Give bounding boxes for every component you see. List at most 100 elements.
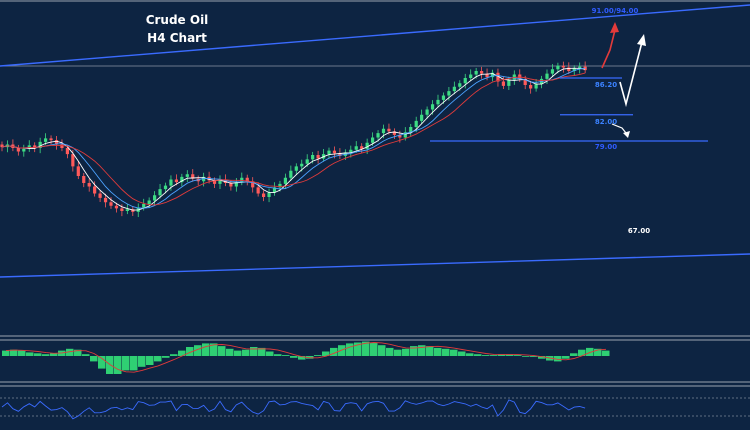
level-label: 91.00/94.00 — [592, 7, 639, 15]
candle — [289, 165, 293, 181]
histogram-bar — [34, 353, 42, 356]
candle — [38, 137, 42, 154]
histogram-bar — [122, 356, 130, 371]
candle — [0, 141, 4, 152]
chart-title: Crude Oil — [146, 13, 209, 27]
histogram-bar — [26, 352, 34, 356]
candle — [125, 204, 129, 215]
histogram-bar — [210, 343, 218, 356]
histogram-bar — [338, 345, 346, 356]
histogram-bar — [138, 356, 146, 367]
histogram-bar — [482, 355, 490, 356]
histogram-bar — [362, 341, 370, 356]
histogram-bar — [274, 354, 282, 356]
candle — [480, 66, 484, 79]
histogram-bar — [186, 347, 194, 356]
histogram-bar — [442, 348, 450, 356]
histogram-bar — [178, 350, 186, 356]
histogram-bar — [74, 349, 82, 356]
histogram-bar — [154, 356, 162, 362]
histogram-bar — [490, 355, 498, 356]
histogram-bar — [594, 348, 602, 356]
oscillator-line — [1, 399, 586, 420]
histogram-bar — [450, 349, 458, 356]
histogram-bar — [130, 356, 138, 371]
histogram-bar — [354, 342, 362, 356]
histogram-bar — [514, 355, 522, 356]
candle — [376, 130, 380, 142]
histogram-bar — [114, 356, 122, 374]
candle — [191, 169, 195, 182]
histogram-bar — [506, 354, 514, 356]
candle — [534, 78, 538, 92]
candle — [16, 144, 20, 156]
histogram-bar — [346, 343, 354, 356]
candle — [82, 172, 86, 188]
candle — [496, 68, 500, 87]
histogram-bar — [530, 356, 538, 357]
candle — [425, 106, 429, 119]
candle — [392, 128, 396, 139]
candle — [103, 193, 108, 208]
candle — [180, 173, 184, 187]
moving-averages-group — [1, 67, 586, 211]
candle — [120, 204, 124, 217]
histogram-bar — [410, 346, 418, 356]
candle — [447, 87, 451, 101]
candle — [349, 145, 353, 158]
moving-average-line — [1, 67, 586, 211]
histogram-bar — [226, 348, 234, 356]
histogram-bar — [522, 356, 530, 357]
candles-group — [0, 61, 587, 218]
histogram-bar — [322, 351, 330, 356]
histogram-bar — [162, 356, 170, 358]
histogram-bar — [146, 356, 154, 365]
candle — [98, 190, 102, 202]
signal-line — [5, 342, 607, 373]
candle — [245, 174, 249, 186]
histogram-bar — [42, 354, 50, 356]
candle — [185, 170, 189, 183]
histogram-bar — [370, 342, 378, 356]
histogram-bar — [234, 350, 242, 356]
histogram-bar — [386, 347, 394, 356]
bullish-projection-arrow — [601, 22, 619, 69]
histogram-bar — [242, 349, 250, 356]
candle — [501, 76, 505, 89]
histogram-bar — [170, 354, 178, 356]
histogram-bar — [218, 346, 226, 356]
histogram-bar — [418, 345, 426, 356]
candle — [583, 61, 587, 74]
candle — [163, 182, 168, 194]
level-label: 82.00 — [595, 118, 617, 126]
candle — [469, 69, 473, 82]
histogram-bar — [18, 350, 26, 356]
oscillator-group — [1, 399, 586, 420]
lower-trendline — [0, 253, 750, 278]
histogram-bar — [66, 348, 74, 356]
candle — [202, 172, 206, 187]
candle — [420, 109, 424, 124]
histogram-bar — [498, 354, 506, 356]
candle — [267, 188, 271, 203]
candle — [463, 73, 467, 89]
histogram-bar — [290, 356, 298, 358]
candle — [87, 178, 91, 192]
pullback-arrow — [611, 123, 630, 138]
histogram-bar — [98, 356, 106, 369]
histogram-bar — [434, 347, 442, 356]
histogram-bar — [258, 347, 266, 356]
candle — [409, 123, 413, 137]
candle — [452, 81, 456, 95]
candle — [272, 182, 277, 196]
candle — [109, 197, 113, 209]
histogram-bar — [474, 354, 482, 356]
candle — [169, 175, 173, 191]
histogram-bar — [194, 345, 202, 356]
candle — [251, 177, 255, 193]
histogram-bar — [50, 353, 58, 356]
histogram-bar — [402, 348, 410, 356]
candle — [262, 190, 266, 202]
